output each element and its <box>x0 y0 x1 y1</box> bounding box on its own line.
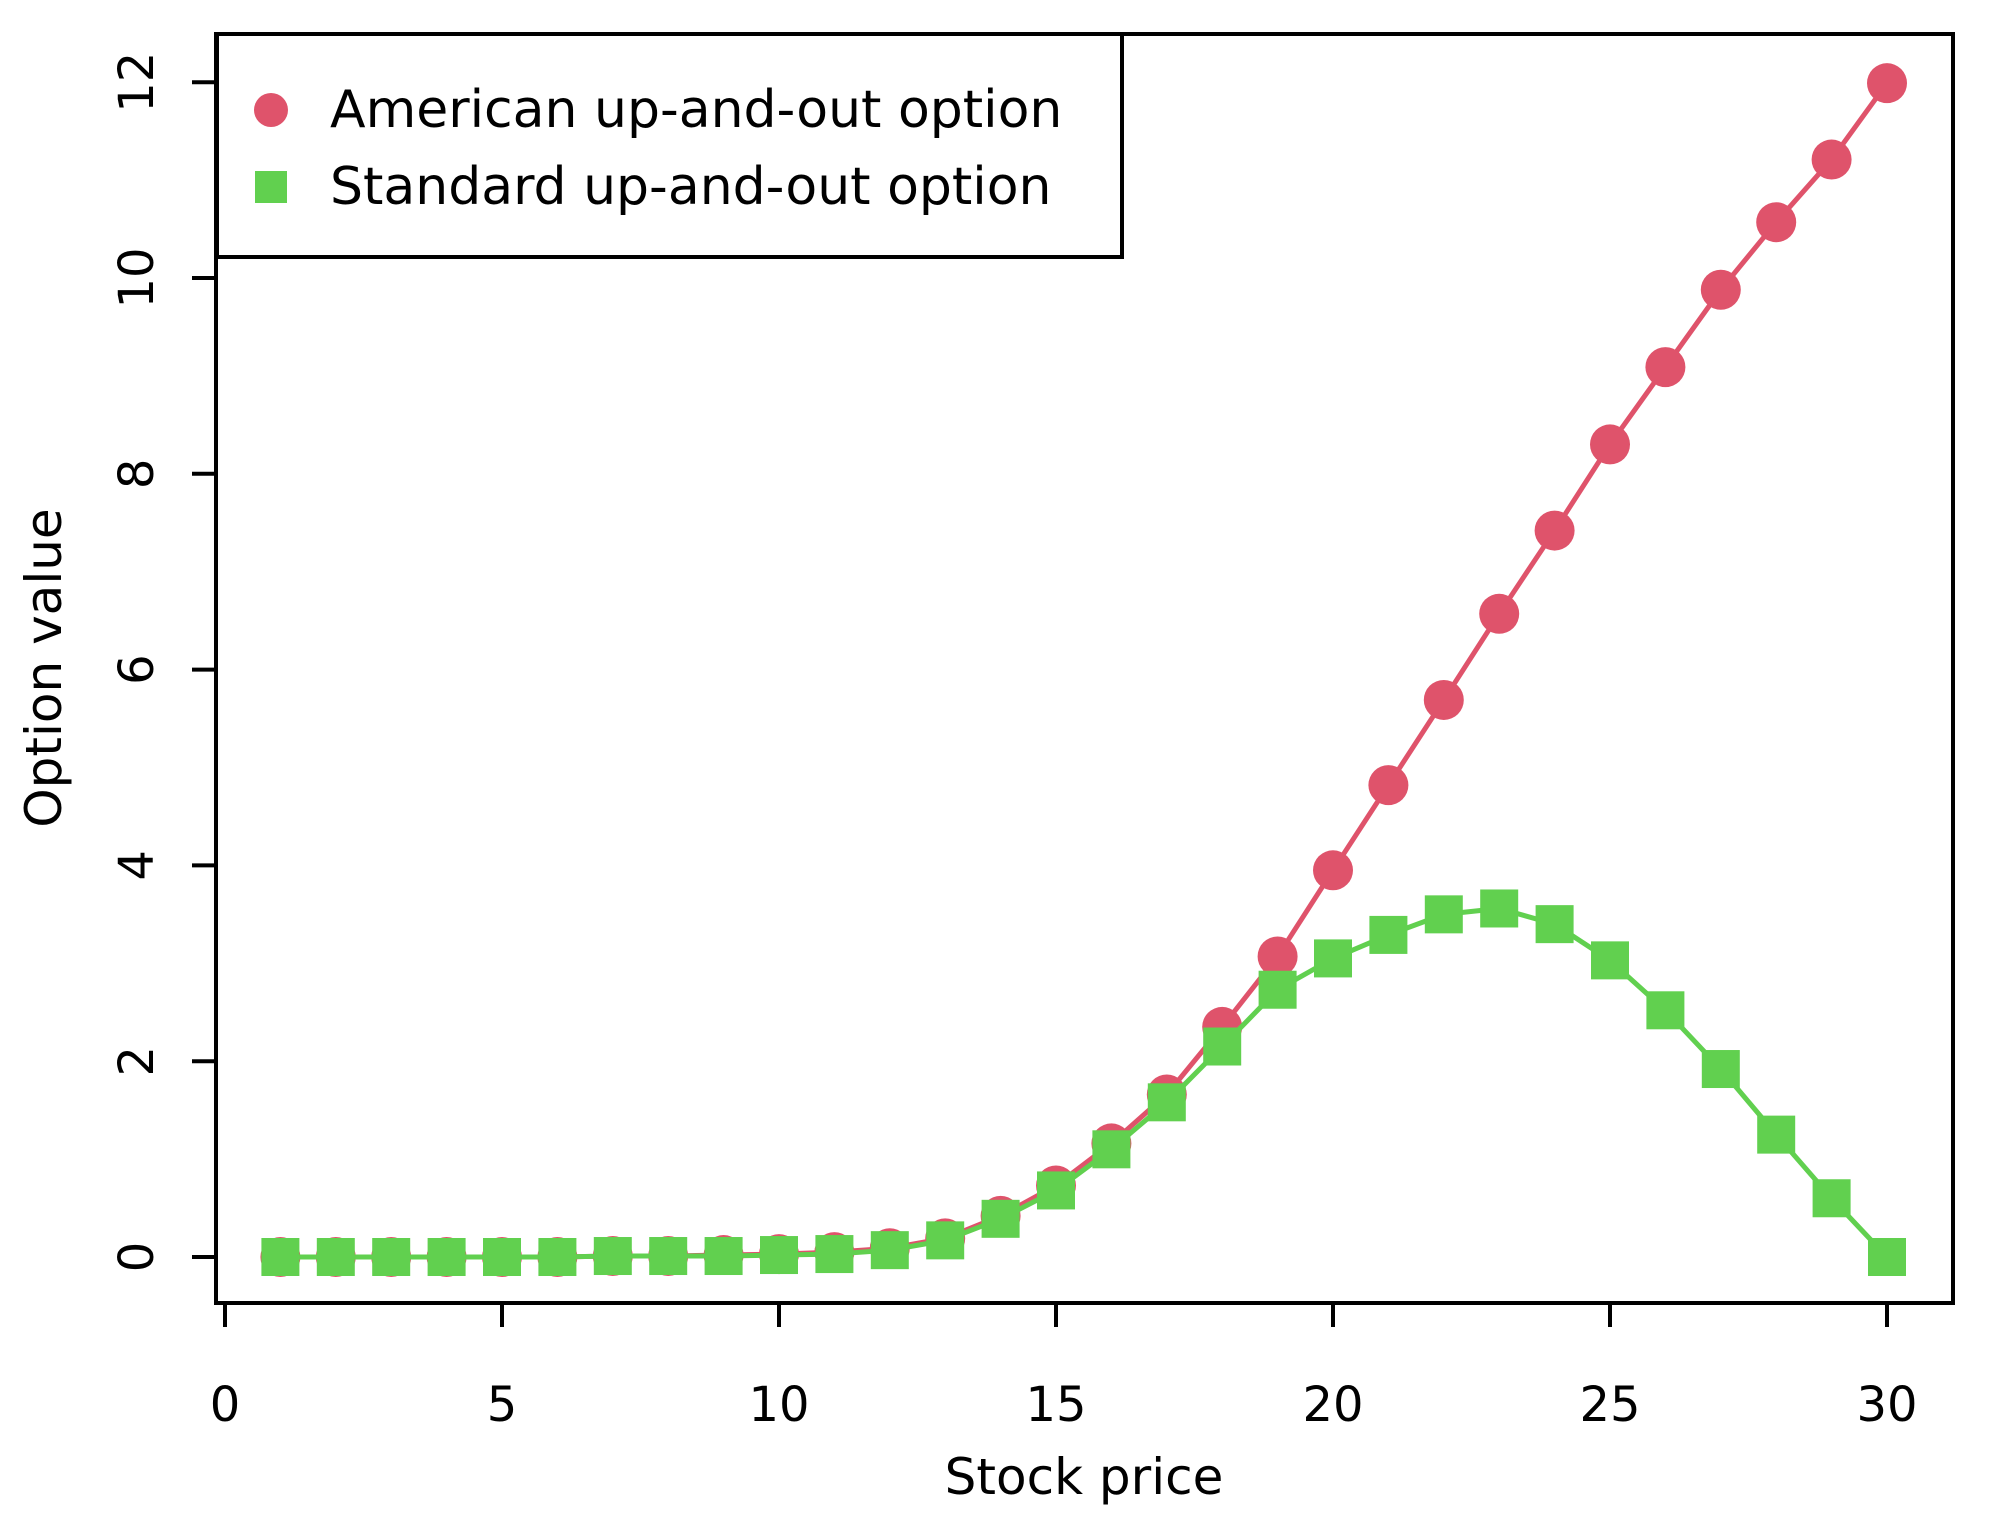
data-point-circle <box>1867 63 1907 104</box>
data-point-square <box>316 1238 355 1276</box>
x-tick-label: 25 <box>1579 1377 1640 1433</box>
legend-marker-american-circle <box>254 93 288 127</box>
x-tick-label: 30 <box>1856 1377 1917 1433</box>
data-point-circle <box>1257 936 1298 977</box>
x-tick-label: 15 <box>1025 1377 1086 1433</box>
data-point-square <box>1314 939 1352 978</box>
y-tick-label: 10 <box>109 247 165 308</box>
data-point-square <box>704 1237 743 1276</box>
data-point-circle <box>1423 679 1464 720</box>
data-point-square <box>1424 895 1463 934</box>
y-tick-label: 6 <box>109 654 165 685</box>
x-tick-label: 0 <box>210 1377 241 1433</box>
y-tick-label: 8 <box>109 459 165 490</box>
series-layer <box>260 63 1907 1277</box>
series-line <box>277 80 1890 1260</box>
data-point-square <box>1535 905 1574 944</box>
x-tick-label: 10 <box>748 1377 809 1433</box>
data-point-square <box>1591 941 1629 980</box>
x-axis: 0 5 10 15 20 25 30 <box>210 1303 1918 1433</box>
data-point-circle <box>1313 850 1353 891</box>
data-point-square <box>760 1236 798 1275</box>
y-axis: 0 2 4 6 8 10 12 <box>109 52 216 1273</box>
data-point-square <box>483 1238 521 1276</box>
data-point-square <box>261 1238 300 1276</box>
data-point-circle <box>1645 347 1686 388</box>
series-standard <box>261 889 1906 1276</box>
data-point-square <box>1147 1083 1186 1122</box>
data-point-square <box>649 1237 688 1276</box>
x-axis-label: Stock price <box>945 1448 1224 1506</box>
data-point-circle <box>1700 269 1741 310</box>
data-point-square <box>1203 1027 1242 1066</box>
x-tick-label: 5 <box>487 1377 518 1433</box>
data-point-square <box>372 1238 411 1276</box>
data-point-square <box>926 1221 965 1260</box>
data-point-circle <box>1534 510 1575 551</box>
data-point-square <box>870 1231 909 1270</box>
data-point-square <box>1258 970 1297 1009</box>
y-tick-label: 4 <box>109 850 165 881</box>
data-point-circle <box>1479 593 1520 634</box>
axis-layer: 0 5 10 15 20 25 30 0 2 4 6 8 10 12 <box>109 52 1918 1433</box>
y-tick-label: 12 <box>109 52 165 113</box>
data-point-circle <box>1368 765 1409 806</box>
y-axis-label: Option value <box>15 508 73 827</box>
legend-marker-standard-square <box>255 171 287 203</box>
data-point-square <box>593 1237 632 1276</box>
y-tick-label: 0 <box>109 1242 165 1273</box>
legend-label-standard: Standard up-and-out option <box>330 157 1052 217</box>
data-point-square <box>981 1199 1020 1238</box>
data-point-square <box>815 1235 854 1274</box>
data-point-circle <box>1756 202 1797 243</box>
data-point-square <box>1868 1238 1906 1276</box>
data-point-circle <box>1590 424 1630 465</box>
data-point-square <box>1092 1130 1131 1169</box>
data-point-square <box>427 1238 466 1276</box>
data-point-square <box>1369 915 1408 954</box>
x-tick-label: 20 <box>1302 1377 1363 1433</box>
y-tick-label: 2 <box>109 1046 165 1077</box>
data-point-square <box>538 1238 577 1276</box>
data-point-square <box>1812 1179 1851 1218</box>
data-point-square <box>1646 991 1685 1030</box>
data-point-square <box>1701 1050 1740 1089</box>
data-point-square <box>1480 889 1519 928</box>
series-line <box>277 905 1890 1260</box>
legend-group: American up-and-out option Standard up-a… <box>215 32 1124 259</box>
data-point-circle <box>1811 139 1852 180</box>
legend-label-american: American up-and-out option <box>330 80 1062 140</box>
legend-box <box>215 32 1124 259</box>
data-point-square <box>1757 1115 1796 1154</box>
data-point-square <box>1037 1171 1075 1210</box>
